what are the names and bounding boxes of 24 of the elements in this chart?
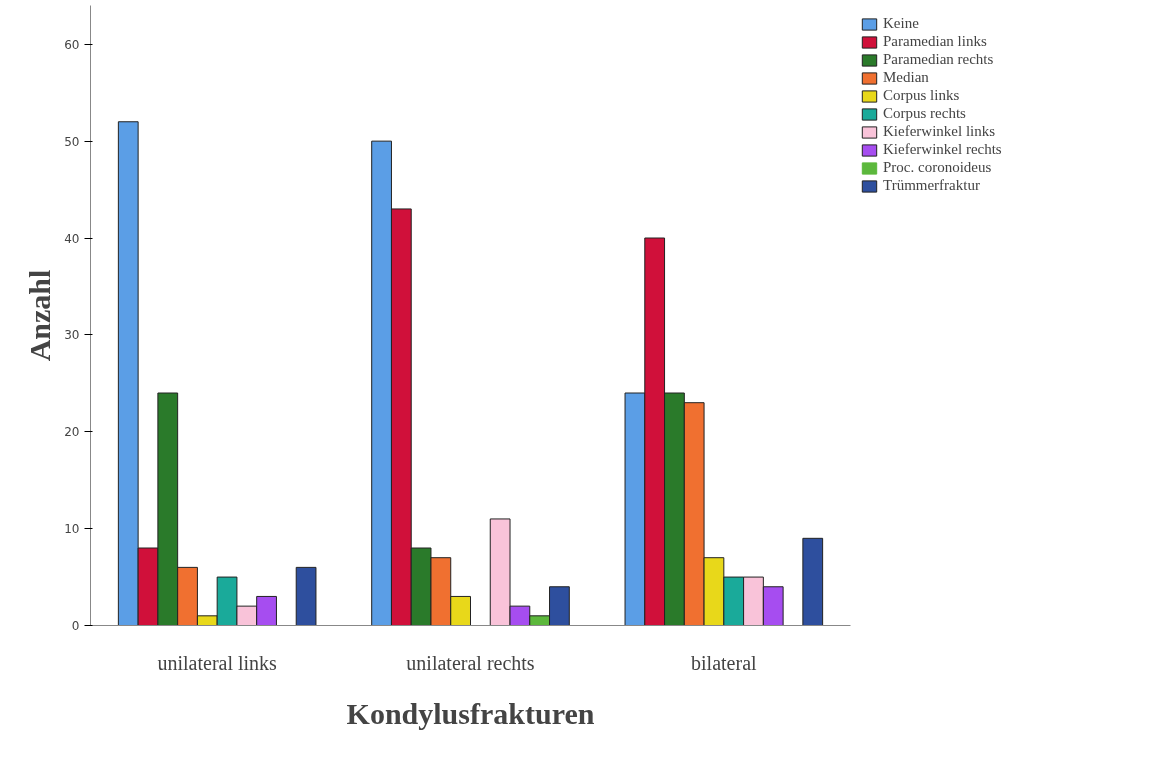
y-axis-title: Anzahl <box>23 269 57 362</box>
legend-label: Proc. coronoideus <box>883 159 992 176</box>
y-tick-label: 30 <box>64 328 80 343</box>
y-tick-label: 50 <box>64 134 80 149</box>
legend-label: Paramedian links <box>883 33 987 50</box>
x-tick-label: bilateral <box>691 651 758 674</box>
legend-label: Corpus rechts <box>883 105 966 122</box>
y-tick-label: 20 <box>64 425 80 440</box>
legend-label: Trümmerfraktur <box>883 177 980 194</box>
legend-label: Kieferwinkel rechts <box>883 141 1002 158</box>
y-tick-label: 10 <box>64 522 80 537</box>
bar <box>802 537 824 626</box>
y-tick-label: 40 <box>64 231 80 246</box>
legend-label: Kieferwinkel links <box>883 123 996 140</box>
x-tick-label: unilateral links <box>157 651 278 674</box>
x-tick-label: unilateral rechts <box>406 651 535 674</box>
legend-label: Paramedian rechts <box>883 51 994 68</box>
y-tick-label: 0 <box>71 619 80 633</box>
legend-label: Median <box>883 69 929 86</box>
y-tick-label: 60 <box>64 37 80 52</box>
legend-label: Corpus links <box>883 87 960 104</box>
x-axis-title: Kondylusfrakturen <box>346 696 595 730</box>
legend-label: Keine <box>883 15 919 32</box>
bar <box>295 566 317 626</box>
